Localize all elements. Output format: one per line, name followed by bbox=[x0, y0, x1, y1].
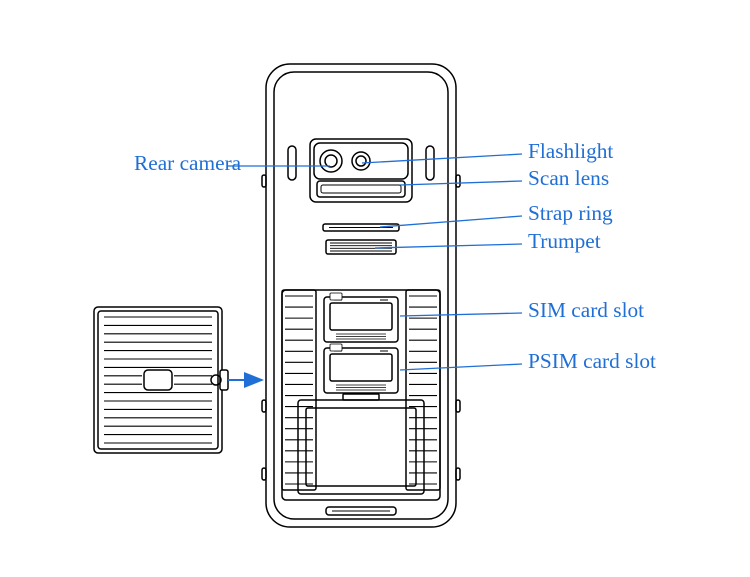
rear-camera-label: Rear camera bbox=[134, 151, 242, 175]
device-diagram: Rear camera Flashlight Scan lens Strap ring… bbox=[0, 0, 750, 577]
flashlight-label: Flashlight bbox=[528, 139, 613, 163]
psim-card-slot-label: PSIM card slot bbox=[528, 349, 656, 373]
trumpet-label: Trumpet bbox=[528, 229, 601, 253]
scan-lens-label: Scan lens bbox=[528, 166, 609, 190]
strap-ring-label: Strap ring bbox=[528, 201, 613, 225]
sim-card-slot-label: SIM card slot bbox=[528, 298, 644, 322]
